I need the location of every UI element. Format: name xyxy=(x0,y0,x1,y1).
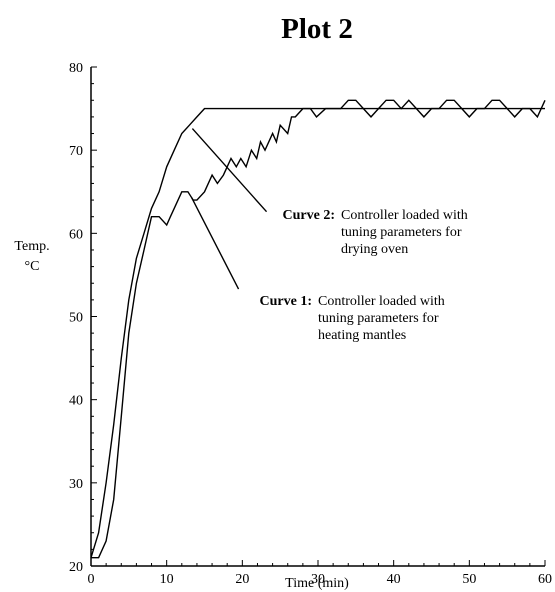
y-tick-label: 20 xyxy=(69,560,83,575)
y-tick-label: 80 xyxy=(69,61,83,76)
annotations: Curve 2: Controller loaded with tuning par… xyxy=(191,128,468,343)
annotation-text-curve-2: tuning parameters for xyxy=(341,225,462,240)
series-lines xyxy=(90,99,546,559)
annotation-label-curve-2: Curve 2: xyxy=(283,208,336,223)
x-tick-label: 30 xyxy=(311,572,325,587)
annotation-text-curve-1: Controller loaded with xyxy=(318,294,445,309)
x-tick-label: 10 xyxy=(160,572,174,587)
annotation-text-curve-2: Controller loaded with xyxy=(341,208,468,223)
y-tick-label: 50 xyxy=(69,311,83,326)
y-axis-label: Temp. °C xyxy=(14,239,49,274)
y-tick-label: 70 xyxy=(69,144,83,159)
annotation-text-curve-1: tuning parameters for xyxy=(318,311,439,326)
x-tick-label: 20 xyxy=(235,572,249,587)
annotation-label-curve-1: Curve 1: xyxy=(260,294,313,309)
x-tick-label: 40 xyxy=(387,572,401,587)
y-axis-label-line2: °C xyxy=(25,259,40,274)
annotation-pointer-curve-1 xyxy=(191,197,240,290)
series-line-curve-1 xyxy=(91,99,546,559)
x-axis-label: Time (min) xyxy=(285,576,349,591)
y-tick-label: 30 xyxy=(69,477,83,492)
x-tick-label: 0 xyxy=(88,572,95,587)
chart-title: Plot 2 xyxy=(281,13,353,45)
x-tick-label: 50 xyxy=(462,572,476,587)
series-line-curve-2 xyxy=(90,107,545,558)
x-tick-label: 60 xyxy=(538,572,552,587)
annotation-text-curve-1: heating mantles xyxy=(318,328,406,343)
annotation-pointer-curve-2 xyxy=(191,128,268,213)
y-axis-label-line1: Temp. xyxy=(14,239,49,254)
axis-ticks: 20 30 40 50 60 70 80 0 10 20 30 40 50 60 xyxy=(69,61,552,587)
y-tick-label: 40 xyxy=(69,394,83,409)
annotation-text-curve-2: drying oven xyxy=(341,242,408,257)
y-tick-label: 60 xyxy=(69,227,83,242)
